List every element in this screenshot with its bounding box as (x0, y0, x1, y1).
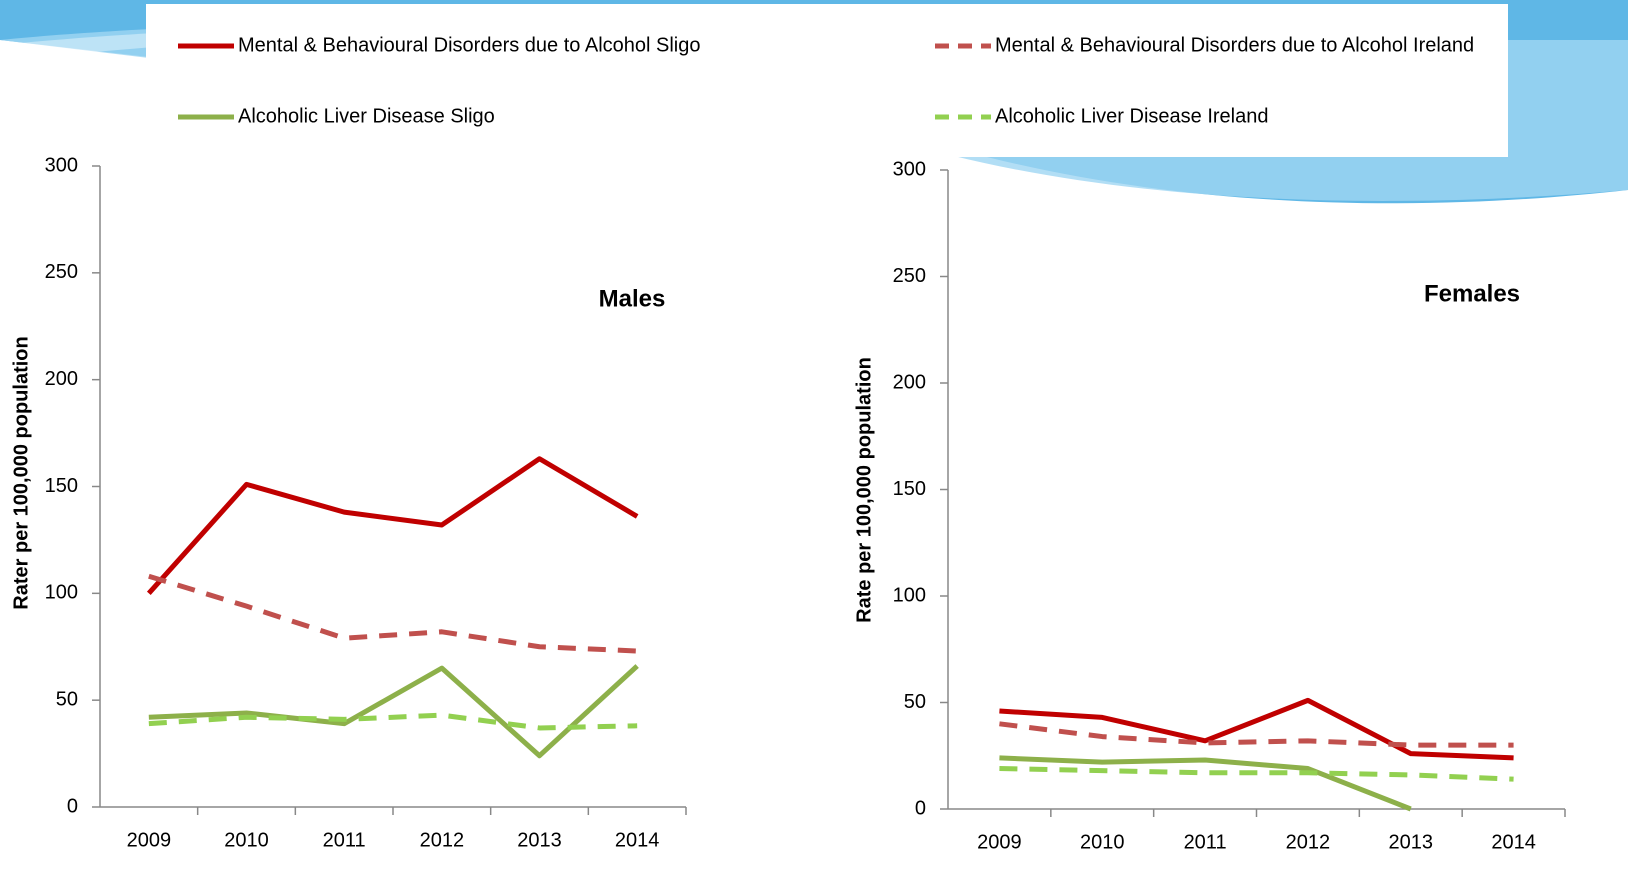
y-tick-label: 50 (56, 688, 78, 710)
y-tick-label: 0 (915, 797, 926, 819)
y-tick-label: 0 (67, 795, 78, 817)
series-line (149, 666, 637, 756)
y-tick-label: 200 (893, 371, 926, 393)
legend-box (146, 4, 1508, 157)
x-tick-label: 2010 (224, 829, 269, 851)
y-tick-label: 50 (904, 691, 926, 713)
x-tick-label: 2014 (1491, 831, 1536, 853)
y-tick-label: 100 (893, 584, 926, 606)
series-line (149, 715, 637, 728)
y-tick-label: 300 (893, 158, 926, 180)
series-line (149, 576, 637, 651)
series-line (999, 769, 1513, 780)
y-tick-label: 100 (45, 582, 78, 604)
series-line (999, 724, 1513, 745)
y-axis-label: Rate per 100,000 population (853, 357, 875, 623)
legend-label: Alcoholic Liver Disease Ireland (995, 105, 1268, 127)
page: Mental & Behavioural Disorders due to Al… (0, 0, 1628, 888)
legend-label: Mental & Behavioural Disorders due to Al… (995, 34, 1474, 56)
x-tick-label: 2013 (1389, 831, 1434, 853)
x-tick-label: 2010 (1080, 831, 1125, 853)
females-panel: 0 50 100 150 200 250 300 2009 2010 2011 2012 2013 20… (853, 158, 1565, 853)
x-tick-label: 2009 (127, 829, 172, 851)
y-tick-label: 150 (893, 478, 926, 500)
legend-label: Alcoholic Liver Disease Sligo (238, 105, 495, 127)
y-axis-label: Rater per 100,000 population (10, 336, 32, 609)
y-tick-label: 250 (893, 265, 926, 287)
x-tick-label: 2011 (1184, 831, 1227, 853)
panel-annotation: Males (599, 285, 666, 312)
y-tick-label: 300 (45, 154, 78, 176)
x-tick-label: 2014 (615, 829, 660, 851)
y-tick-label: 250 (45, 261, 78, 283)
x-tick-label: 2009 (977, 831, 1022, 853)
y-tick-label: 150 (45, 475, 78, 497)
males-panel: 0 50 100 150 200 250 300 2009 2010 2011 2012 2013 20… (10, 154, 686, 851)
series-line (149, 459, 637, 594)
x-tick-label: 2012 (420, 829, 465, 851)
y-tick-label: 200 (45, 368, 78, 390)
x-tick-label: 2011 (323, 829, 366, 851)
x-tick-label: 2012 (1286, 831, 1331, 853)
x-tick-label: 2013 (517, 829, 562, 851)
series-line (999, 758, 1410, 809)
legend-label: Mental & Behavioural Disorders due to Al… (238, 34, 700, 56)
panel-annotation: Females (1424, 280, 1520, 307)
series-line (999, 700, 1513, 758)
